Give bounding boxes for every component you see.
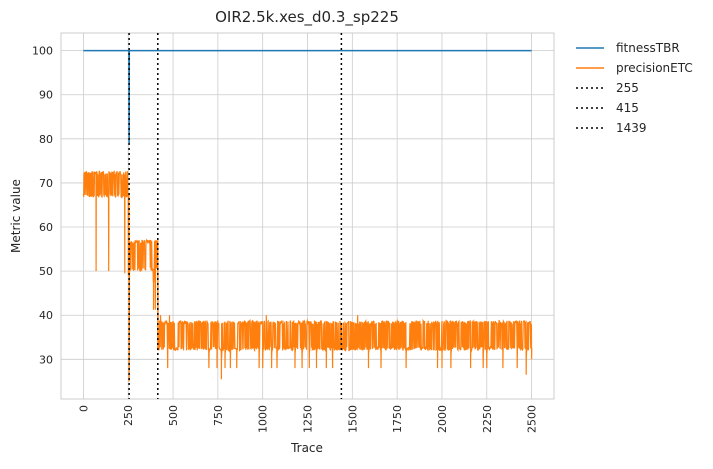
y-tick-label: 40 [39,309,53,322]
x-tick-label: 250 [122,405,135,426]
y-tick-label: 30 [39,353,53,366]
legend-label: 1439 [616,121,647,135]
x-tick-label: 2000 [436,405,449,433]
y-tick-label: 70 [39,177,53,190]
y-tick-label: 60 [39,221,53,234]
y-tick-label: 50 [39,265,53,278]
legend-label: 415 [616,101,639,115]
x-tick-label: 1000 [257,405,270,433]
plot-frame [60,32,555,400]
x-tick-label: 500 [167,405,180,426]
legend-label: fitnessTBR [616,41,680,55]
x-tick-label: 2500 [526,405,539,433]
x-tick-label: 1250 [302,405,315,433]
legend-label: precisionETC [616,61,693,75]
y-tick-label: 80 [39,133,53,146]
y-tick-label: 90 [39,89,53,102]
x-tick-label: 2250 [481,405,494,433]
x-tick-label: 1750 [391,405,404,433]
x-tick-label: 1500 [346,405,359,433]
x-axis-label: Trace [290,441,323,455]
legend: fitnessTBR precisionETC 255 415 1439 [576,41,693,135]
series-precisionETC-line [82,170,533,382]
chart-title: OIR2.5k.xes_d0.3_sp225 [215,8,399,27]
y-tick-label: 100 [32,45,53,58]
x-tick-label: 750 [212,405,225,426]
x-tick-label: 0 [77,405,90,412]
legend-label: 255 [616,81,639,95]
y-axis-label: Metric value [9,179,23,253]
